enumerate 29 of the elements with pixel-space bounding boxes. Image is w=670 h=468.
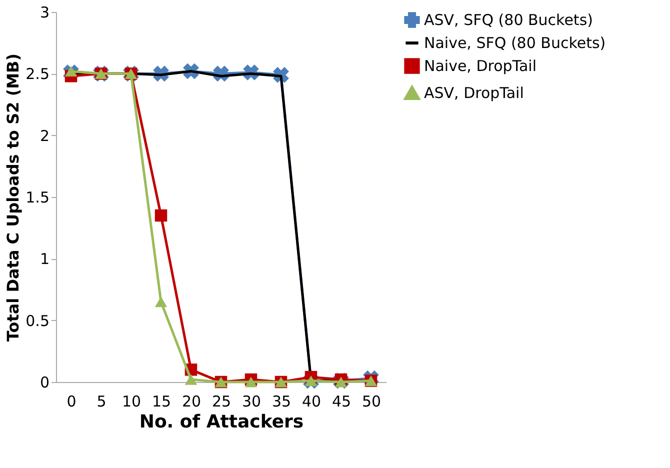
- point: [64, 66, 78, 77]
- x-tick-label: 20: [182, 392, 202, 410]
- x-tick-label: 45: [332, 392, 352, 410]
- x-axis-title: No. of Attackers: [139, 412, 304, 432]
- point: [154, 209, 168, 222]
- y-tick-label: 2.5: [26, 65, 50, 84]
- x-tick-label: 5: [96, 392, 106, 410]
- legend-label: Naive, DropTail: [424, 57, 537, 75]
- y-axis-title: Total Data C Uploads to S2 (MB): [4, 53, 23, 342]
- x-tick-label: 35: [272, 392, 292, 410]
- x-tick-label: 10: [122, 392, 142, 410]
- x-tick-label: 0: [66, 392, 76, 410]
- y-tick-label: 3: [40, 4, 50, 22]
- x-tick-label: 25: [212, 392, 232, 410]
- y-tick-label: 0.5: [26, 312, 50, 330]
- x-tick-label: 50: [362, 392, 382, 410]
- y-tick-label: 1.5: [26, 188, 50, 206]
- legend-label: ASV, SFQ (80 Buckets): [424, 11, 593, 29]
- x-tick-label: 30: [242, 392, 262, 410]
- legend-label: ASV, DropTail: [424, 84, 524, 102]
- y-tick-label: 1: [40, 250, 50, 268]
- y-tick-label: 2: [40, 126, 50, 145]
- point: [184, 374, 198, 385]
- point: [244, 376, 258, 388]
- legend-label: Naive, SFQ (80 Buckets): [424, 34, 606, 52]
- y-tick-label: 0: [40, 374, 50, 392]
- point: [154, 296, 168, 308]
- x-tick-label: 15: [152, 392, 172, 410]
- x-tick-label: 40: [302, 392, 322, 410]
